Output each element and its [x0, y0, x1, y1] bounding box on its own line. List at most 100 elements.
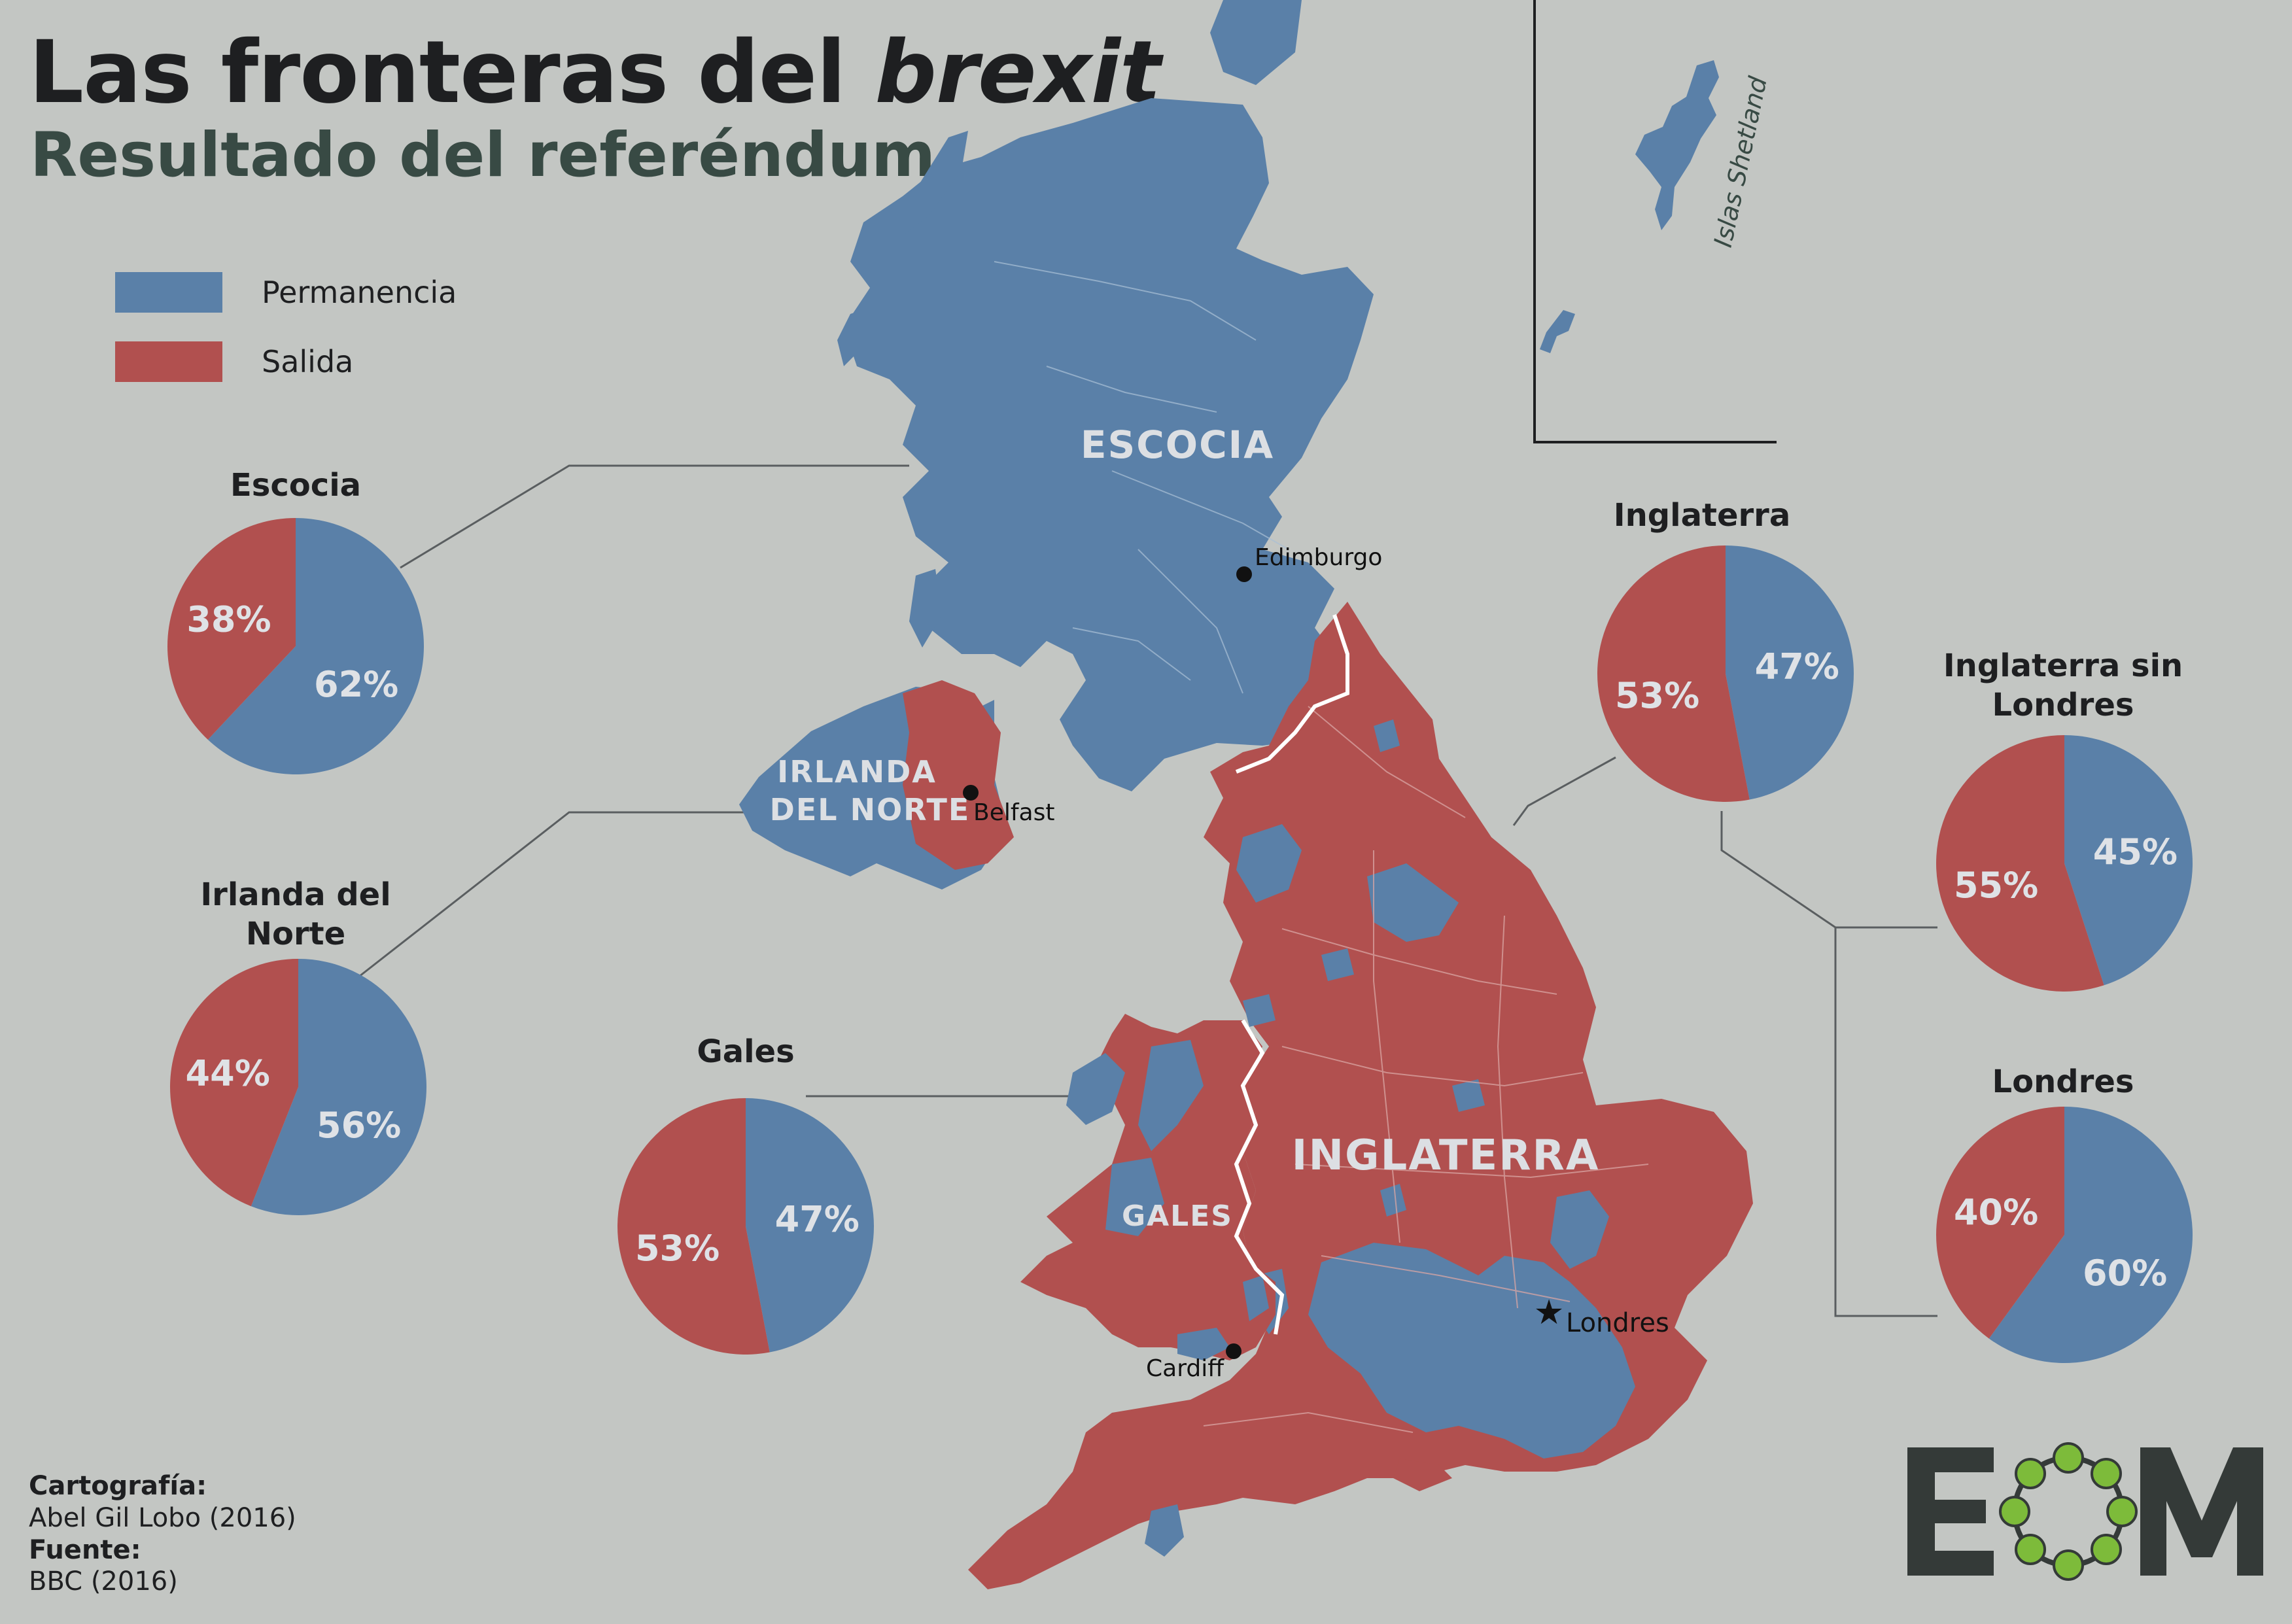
pie-title-sin-londres-line1: Inglaterra sin [1943, 648, 2183, 684]
connector-sin-londres [1720, 811, 1937, 929]
logo-e-top [1907, 1447, 1994, 1472]
connector-lines [353, 464, 1937, 1317]
header: Las fronteras del brexit Resultado del r… [29, 26, 1161, 186]
label-cardiff: Cardiff [1146, 1355, 1224, 1382]
label-irlanda-2: DEL NORTE [770, 792, 971, 827]
cardiff-marker [1226, 1343, 1242, 1359]
pie-slice-leave [1936, 1107, 2064, 1339]
monmouthshire [1243, 1275, 1269, 1321]
shetland-islands [1635, 60, 1719, 230]
scotland-region [837, 0, 1374, 791]
pie-title-irlanda-line1: Irlanda del [200, 876, 391, 913]
logo-dot [2090, 1458, 2122, 1490]
label-escocia: ESCOCIA [1081, 423, 1274, 467]
pie-label-leave: 38% [186, 599, 271, 640]
pie-label-leave: 53% [635, 1228, 720, 1269]
islay-jura [909, 569, 942, 648]
logo-dot [2053, 1549, 2084, 1581]
lake-district [1236, 824, 1302, 903]
logo-dot [2090, 1533, 2122, 1565]
legend-swatch-leave [115, 341, 222, 382]
london-star-icon: ★ [1534, 1293, 1565, 1332]
pie-title-sin-londres: Inglaterra sin Londres [1880, 646, 2246, 725]
england-region [968, 602, 1753, 1589]
pie-slice-remain [746, 1097, 875, 1353]
cardiff-area [1177, 1328, 1230, 1360]
pie-label-leave: 40% [1954, 1192, 2038, 1233]
leicester [1452, 1079, 1485, 1112]
label-edimburgo: Edimburgo [1255, 544, 1382, 571]
isle-of-wight [1393, 1459, 1452, 1491]
credits-source-heading: Fuente: [29, 1534, 141, 1565]
pie-charts: 62% 38% 56% 44% 47% 53% 47% 53% 45% 55% 60% 40% [167, 518, 2193, 1364]
england-boundaries [1203, 706, 1649, 1433]
pie-label-leave: 44% [186, 1052, 270, 1094]
pie-title-inglaterra: Inglaterra [1613, 497, 1791, 534]
connector-irlanda [353, 811, 785, 982]
connector-escocia [400, 464, 909, 569]
pie-sin-londres: 45% 55% [1936, 735, 2193, 992]
logo-dot [1999, 1496, 2030, 1527]
pie-slice-leave [617, 1098, 770, 1355]
shetland-inset: Islas Shetland [1533, 0, 1777, 443]
connector-londres [1834, 927, 1937, 1317]
scotland-mainland [844, 98, 1374, 791]
pie-gales: 47% 53% [617, 1097, 875, 1355]
pie-label-remain: 47% [1755, 646, 1839, 687]
outer-hebrides [890, 131, 968, 235]
pie-title-irlanda-line2: Norte [245, 916, 346, 952]
label-irlanda-1: IRLANDA [777, 754, 937, 789]
legend-label-leave: Salida [262, 344, 354, 379]
pie-slice-remain [1988, 1107, 2193, 1364]
title-emphasis: brexit [875, 22, 1161, 123]
logo-dot [2015, 1458, 2047, 1490]
pie-slice-remain [1726, 545, 1854, 800]
cities: Edimburgo Belfast Cardiff ★ Londres [963, 544, 1669, 1382]
pie-irlanda: 56% 44% [169, 959, 426, 1215]
pie-label-remain: 47% [775, 1199, 859, 1240]
legend-label-remain: Permanencia [262, 275, 457, 310]
manchester [1321, 948, 1354, 981]
title-text: Las fronteras del [29, 22, 846, 123]
logo-e-mid [1907, 1500, 1986, 1523]
logo-dot [2053, 1442, 2084, 1474]
warwick [1380, 1184, 1406, 1217]
wales-region [1020, 1014, 1276, 1360]
pie-title-londres: Londres [1992, 1063, 2134, 1100]
logo-dot [2015, 1533, 2047, 1565]
legend-item-leave: Salida [115, 341, 353, 382]
anglesey-gwynedd [1066, 1053, 1125, 1125]
cambridge-area [1550, 1190, 1609, 1269]
pie-title-irlanda: Irlanda del Norte [165, 875, 426, 954]
pie-label-remain: 62% [314, 664, 398, 705]
label-inglaterra: INGLATERRA [1292, 1132, 1600, 1180]
pie-slice-leave [167, 518, 296, 740]
pie-title-escocia: Escocia [230, 467, 362, 504]
hebrides-south [837, 307, 870, 366]
pie-slice-leave [1936, 735, 2104, 992]
edinburgh-marker [1236, 566, 1252, 582]
label-londres: Londres [1566, 1308, 1669, 1338]
london-southeast-remain [1308, 1243, 1635, 1459]
pie-slice-remain [2064, 735, 2193, 986]
northern-ireland-region [739, 680, 1014, 890]
york-harrogate [1367, 863, 1459, 942]
orkney-islands [1210, 0, 1302, 85]
pie-label-remain: 60% [2083, 1253, 2167, 1294]
pie-title-sin-londres-line2: Londres [1992, 687, 2134, 723]
eom-logo [1907, 1442, 2263, 1581]
pie-slice-leave [1597, 545, 1750, 803]
connector-inglaterra [1512, 756, 1616, 826]
credits-cartography-heading: Cartografía: [29, 1471, 207, 1501]
legend-swatch-remain [115, 272, 222, 313]
pie-label-remain: 56% [317, 1105, 401, 1146]
pie-inglaterra: 47% 53% [1597, 545, 1854, 803]
pie-escocia: 62% 38% [167, 518, 425, 774]
belfast-marker [963, 785, 979, 801]
pie-label-leave: 55% [1954, 865, 2038, 906]
legend-item-remain: Permanencia [115, 272, 457, 313]
pie-label-leave: 53% [1615, 675, 1699, 716]
page-title: Las fronteras del brexit [29, 26, 1161, 120]
credits-source-value: BBC (2016) [29, 1566, 178, 1597]
wales-england-border [1234, 1019, 1285, 1335]
